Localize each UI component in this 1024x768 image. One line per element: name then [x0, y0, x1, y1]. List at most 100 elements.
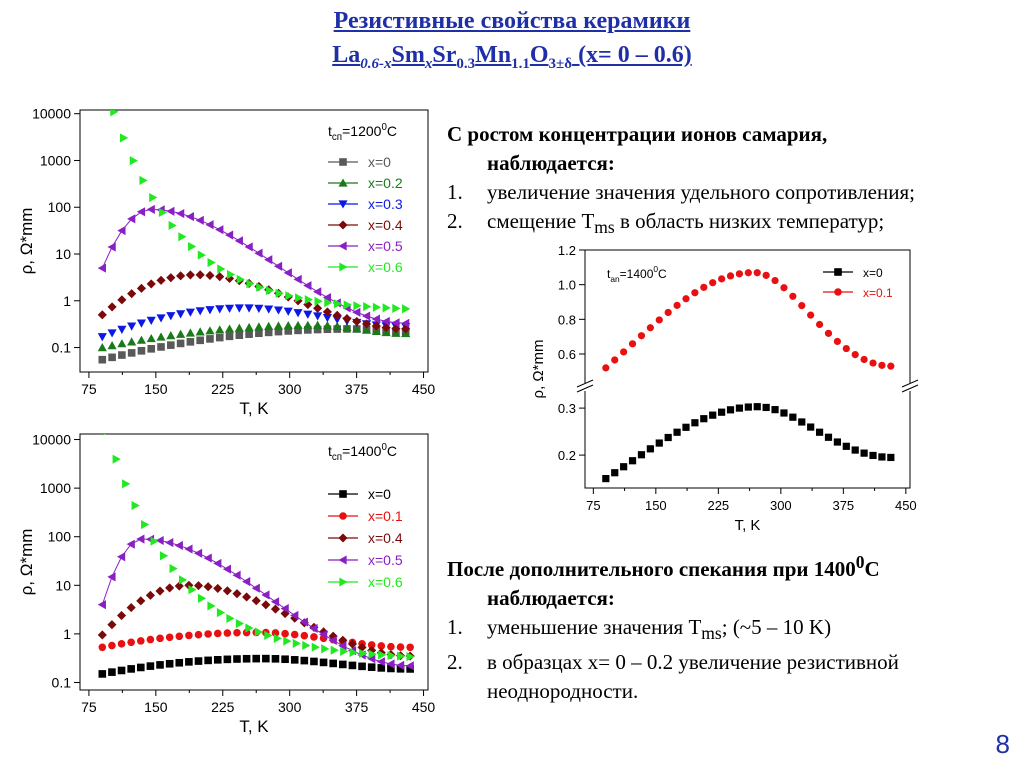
data-point: [261, 590, 270, 600]
data-point: [146, 279, 156, 289]
legend-marker: [338, 241, 347, 251]
data-point: [122, 479, 131, 489]
data-point: [333, 299, 343, 309]
data-point: [165, 659, 174, 668]
chart-resistivity-1200: 0.1 1 10 100 1000 10000 75 150 225 300 375 450 T, K ρ…: [17, 106, 435, 418]
legend-marker: [338, 200, 348, 209]
x-tick-label: 225: [211, 381, 235, 397]
data-point: [262, 654, 270, 663]
data-point: [655, 316, 663, 324]
data-point: [244, 304, 254, 313]
data-point: [150, 536, 159, 546]
data-point: [361, 325, 372, 334]
data-point: [332, 310, 342, 320]
data-point: [117, 339, 127, 348]
data-point: [166, 273, 176, 283]
data-point: [215, 305, 225, 314]
data-point: [98, 670, 107, 678]
data-point: [216, 608, 226, 618]
legend-entry: x=0.6: [368, 574, 403, 590]
data-point: [718, 275, 726, 283]
data-point: [175, 658, 184, 667]
y-tick-label: 1000: [40, 152, 71, 168]
data-point: [224, 230, 234, 240]
data-point: [348, 661, 357, 670]
data-point: [406, 643, 414, 652]
data-point: [406, 652, 415, 662]
data-point: [222, 564, 232, 574]
data-point: [352, 316, 362, 327]
data-point: [367, 663, 376, 671]
data-point: [136, 637, 145, 645]
x-tick-label: 225: [211, 699, 235, 715]
data-point: [254, 322, 264, 331]
y-tick-label: 10000: [32, 106, 71, 122]
data-point: [117, 666, 126, 675]
x-axis-label: T, K: [239, 717, 269, 736]
data-point: [155, 535, 164, 546]
data-point: [252, 654, 261, 663]
data-point: [110, 110, 119, 117]
data-point: [753, 269, 761, 277]
data-point: [242, 592, 252, 602]
legend-entry: x=0.1: [368, 508, 403, 524]
data-point: [127, 638, 135, 647]
slide-formula: La0.6-xSmxSr0.3Mn1.1O3±δ (x= 0 – 0.6): [332, 42, 692, 72]
data-point: [136, 207, 146, 217]
data-point: [245, 623, 254, 633]
data-point: [155, 586, 165, 596]
data-point: [176, 271, 186, 281]
data-point: [270, 604, 281, 614]
data-point: [361, 319, 372, 329]
plot-frame: [79, 109, 429, 373]
data-point: [646, 445, 654, 453]
data-point: [188, 585, 197, 595]
data-point: [744, 269, 752, 277]
data-point: [319, 630, 328, 640]
data-point: [283, 307, 293, 316]
data-point: [328, 635, 337, 645]
data-point: [851, 446, 859, 454]
data-point: [395, 660, 405, 670]
data-point: [361, 311, 371, 321]
slide-title: Резистивные свойства керамики: [333, 8, 691, 34]
data-point: [372, 302, 382, 312]
data-point: [381, 323, 391, 333]
data-point: [293, 309, 303, 318]
data-point: [146, 635, 155, 644]
data-point: [165, 633, 174, 642]
data-point: [281, 655, 289, 664]
data-point: [107, 242, 116, 252]
data-point: [391, 318, 400, 328]
data-point: [313, 303, 323, 313]
data-point: [352, 324, 362, 333]
data-point: [185, 308, 195, 317]
data-point: [195, 215, 204, 225]
data-point: [349, 647, 358, 658]
y-tick-label: 1.2: [558, 243, 576, 258]
data-point: [332, 321, 342, 331]
data-point: [215, 272, 225, 282]
data-point: [313, 312, 323, 321]
data-point: [293, 320, 303, 330]
data-point: [405, 661, 414, 671]
data-point: [234, 236, 243, 246]
data-point: [303, 320, 313, 329]
series-x=0.6: [110, 110, 411, 314]
data-point: [145, 590, 155, 600]
data-point: [217, 264, 226, 274]
x-tick-label: 75: [81, 699, 97, 715]
data-point: [126, 603, 136, 613]
legend-marker: [338, 533, 348, 543]
legend-marker: [338, 178, 348, 187]
data-point: [108, 641, 116, 650]
data-point: [117, 325, 127, 334]
data-point: [213, 629, 222, 638]
data-point: [232, 570, 241, 580]
chart-annotation: tсп=14000C: [328, 442, 397, 463]
y-tick-label: 0.2: [558, 448, 576, 463]
data-point: [292, 638, 301, 648]
page-number: 8: [995, 729, 1010, 759]
data-point: [222, 586, 232, 596]
text-block-sintering: После дополнительного спекания при 14000…: [447, 548, 1017, 706]
